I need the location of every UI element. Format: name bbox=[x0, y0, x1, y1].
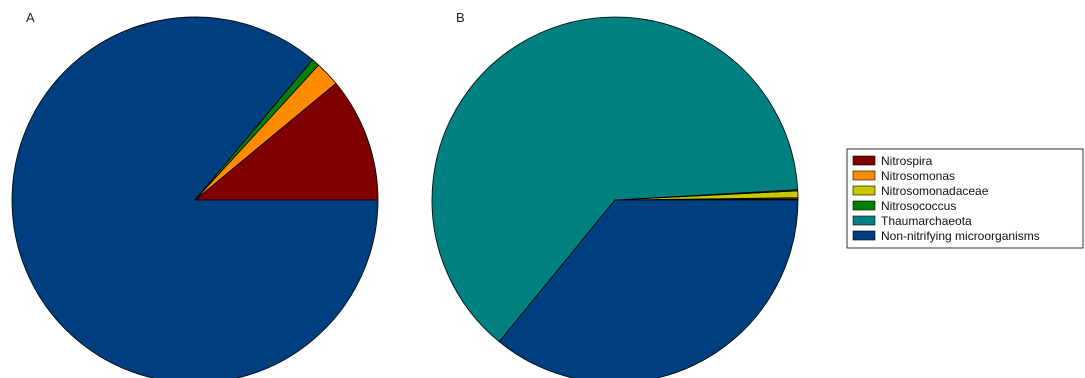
panel-label-b: B bbox=[456, 10, 465, 25]
legend-label-nitrosococcus: Nitrosococcus bbox=[881, 199, 956, 213]
legend-swatch-nitrosococcus bbox=[852, 200, 876, 211]
legend-label-non-nitrifying-microorganisms: Non-nitrifying microorganisms bbox=[881, 229, 1040, 243]
legend: NitrospiraNitrosomonasNitrosomonadaceaeN… bbox=[846, 148, 1084, 249]
legend-swatch-thaumarchaeota bbox=[852, 215, 876, 226]
legend-label-thaumarchaeota: Thaumarchaeota bbox=[881, 214, 972, 228]
legend-swatch-nitrosomonadaceae bbox=[852, 185, 876, 196]
panel-label-a: A bbox=[26, 10, 35, 25]
legend-frame bbox=[846, 148, 1084, 249]
legend-swatch-nitrosomonas bbox=[852, 170, 876, 181]
pie-b-slice-thaumarchaeota bbox=[431, 16, 799, 343]
legend-label-nitrospira: Nitrospira bbox=[881, 154, 933, 168]
pie-a-slice-nitrospira bbox=[194, 82, 379, 201]
pie-b-slice-non-nitrifying-microorganisms bbox=[498, 199, 799, 378]
pie-b bbox=[431, 16, 799, 378]
legend-swatch-non-nitrifying-microorganisms bbox=[852, 230, 876, 241]
legend-label-nitrosomonadaceae: Nitrosomonadaceae bbox=[881, 184, 989, 198]
legend-swatch-nitrospira bbox=[852, 155, 876, 166]
pie-a-slice-non-nitrifying-microorganisms bbox=[11, 16, 379, 378]
legend-label-nitrosomonas: Nitrosomonas bbox=[881, 169, 955, 183]
pie-a bbox=[11, 16, 379, 378]
